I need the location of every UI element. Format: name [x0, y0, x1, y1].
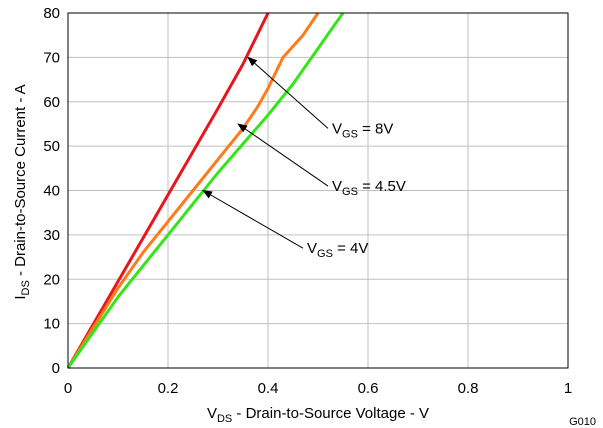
series-line-1	[66, 12, 320, 369]
plot-frame	[67, 12, 569, 369]
annotation-arrow-2	[202, 190, 304, 249]
y-tick-label: 80	[43, 5, 60, 22]
series-line-0	[66, 12, 270, 369]
annotation-arrow-1	[237, 123, 329, 187]
x-tick-label: 1	[564, 380, 572, 397]
y-axis-title: IDS - Drain-to-Source Current - A	[12, 84, 32, 299]
y-tick-label: 60	[43, 94, 60, 111]
x-tick-label: 0.8	[458, 380, 479, 397]
annotation-label-0: VGS = 8V	[332, 120, 393, 140]
x-tick-label: 0.2	[158, 380, 179, 397]
x-tick-labels: 0 0.2 0.4 0.6 0.8 1	[64, 380, 572, 397]
y-tick-label: 0	[52, 360, 60, 377]
y-tick-label: 20	[43, 271, 60, 288]
y-tick-label: 30	[43, 227, 60, 244]
grid	[68, 13, 568, 368]
y-tick-label: 40	[43, 183, 60, 200]
annotation-label-2: VGS = 4V	[307, 240, 368, 260]
annotations: VGS = 8V VGS = 4.5V VGS = 4V	[202, 56, 406, 260]
x-tick-label: 0	[64, 380, 72, 397]
figure-code: G010	[569, 416, 596, 428]
x-tick-label: 0.6	[358, 380, 379, 397]
y-tick-labels: 0 10 20 30 40 50 60 70 80	[43, 5, 60, 377]
y-tick-label: 10	[43, 316, 60, 333]
series-line-2	[66, 12, 345, 369]
annotation-arrow-0	[247, 56, 329, 129]
series-lines	[66, 12, 345, 369]
x-axis-title: VDS - Drain-to-Source Voltage - V	[207, 405, 429, 425]
y-tick-label: 50	[43, 138, 60, 155]
annotation-label-1: VGS = 4.5V	[332, 178, 406, 198]
x-tick-label: 0.4	[258, 380, 279, 397]
y-tick-label: 70	[43, 49, 60, 66]
